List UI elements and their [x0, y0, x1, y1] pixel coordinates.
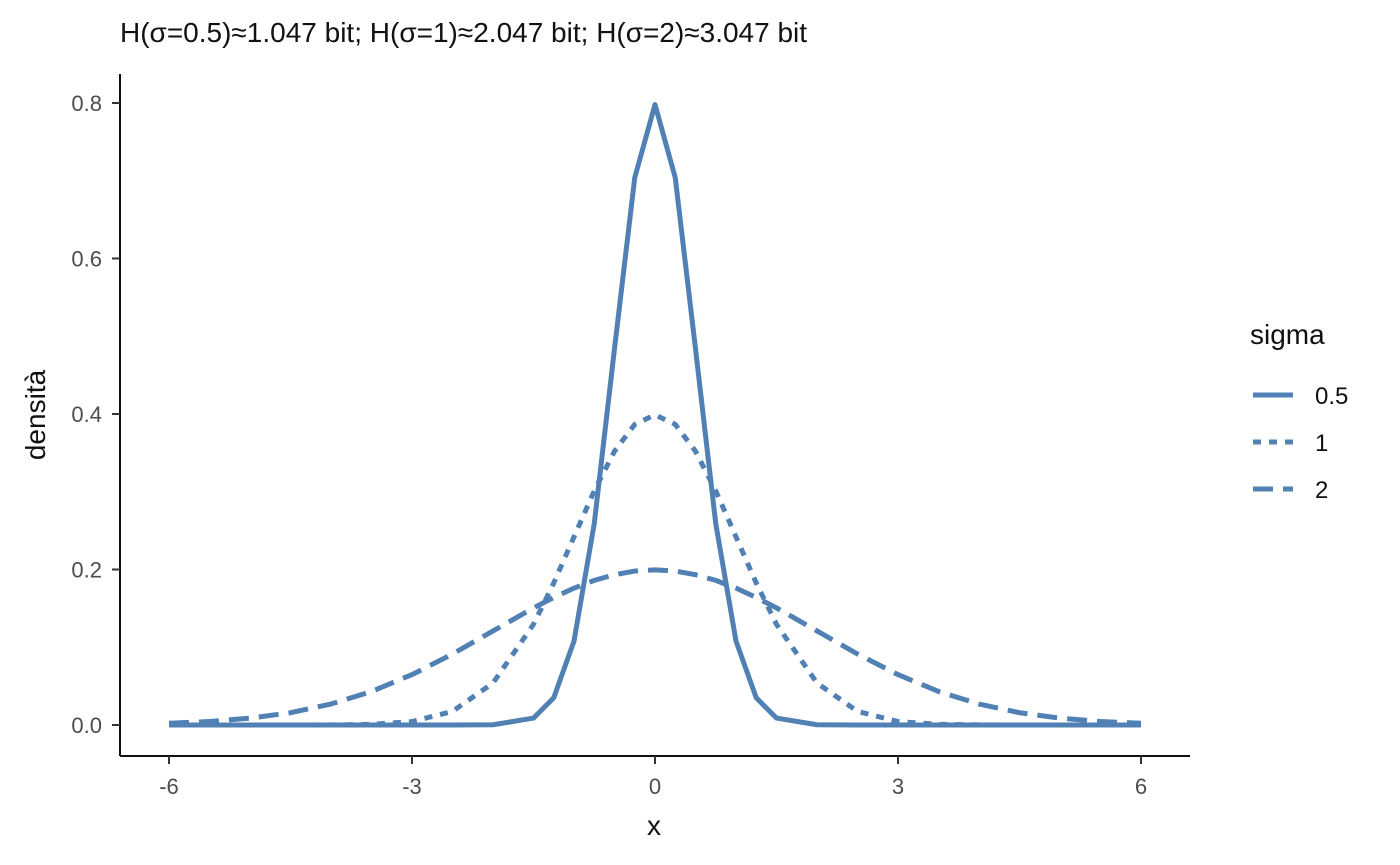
series-lines	[168, 102, 1142, 728]
plot-area: -6 -3 0 3 6 0.0 0.2 0.4 0.6 0.8	[71, 74, 1190, 799]
legend-label: 2	[1315, 477, 1328, 504]
y-tick-label: 0.2	[71, 558, 102, 583]
y-tick-label: 0.8	[71, 91, 102, 116]
x-axis-ticks: -6 -3 0 3 6	[159, 756, 1147, 799]
x-tick-label: 3	[892, 774, 904, 799]
x-tick-label: -3	[402, 774, 422, 799]
y-tick-label: 0.6	[71, 247, 102, 272]
x-tick-label: 0	[649, 774, 661, 799]
x-axis-title: x	[647, 810, 661, 841]
legend-label: 1	[1315, 430, 1328, 457]
x-tick-label: 6	[1135, 774, 1147, 799]
series-line-sigma-0-5	[169, 102, 1141, 728]
y-axis-ticks: 0.0 0.2 0.4 0.6 0.8	[71, 91, 120, 738]
legend-label: 0.5	[1315, 383, 1348, 410]
legend: sigma 0.5 1 2	[1250, 319, 1348, 504]
legend-title: sigma	[1250, 319, 1325, 350]
series-line-sigma-2	[168, 567, 1142, 726]
y-tick-label: 0.0	[71, 713, 102, 738]
y-tick-label: 0.4	[71, 402, 102, 427]
chart-title: H(σ=0.5)≈1.047 bit; H(σ=1)≈2.047 bit; H(…	[120, 17, 807, 48]
y-axis-title: densità	[20, 369, 51, 460]
x-tick-label: -6	[159, 774, 179, 799]
